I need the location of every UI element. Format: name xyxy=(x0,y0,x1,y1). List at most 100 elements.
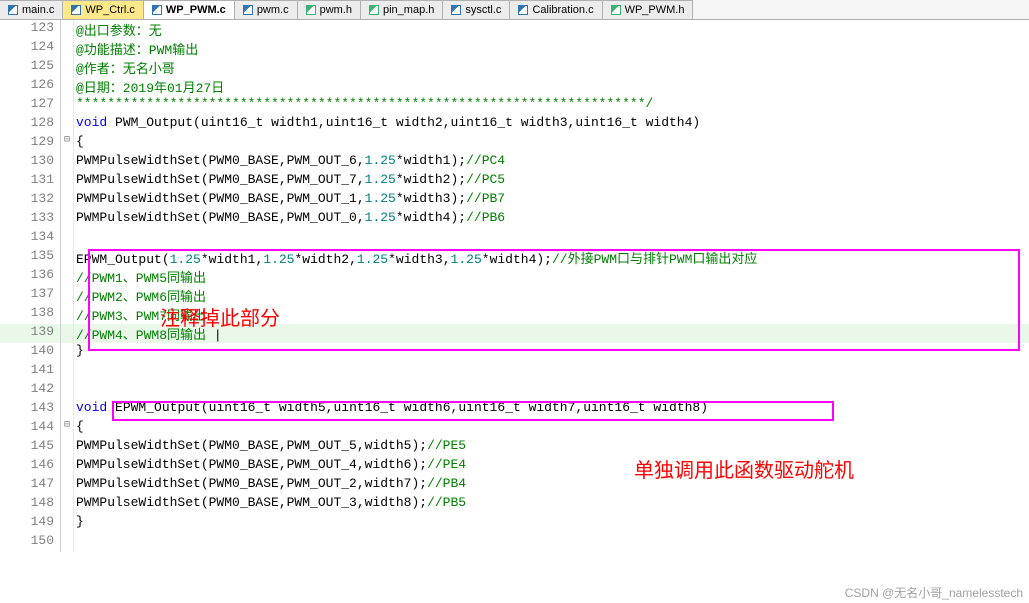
code-text[interactable]: PWMPulseWidthSet(PWM0_BASE,PWM_OUT_4,wid… xyxy=(74,457,1029,476)
file-c-icon xyxy=(71,5,81,15)
fold-marker xyxy=(60,115,74,134)
tab-sysctl-c[interactable]: sysctl.c xyxy=(443,0,510,19)
fold-marker xyxy=(60,229,74,248)
code-row[interactable]: 129⊟{ xyxy=(0,134,1029,153)
code-row[interactable]: 135 EPWM_Output(1.25*width1,1.25*width2,… xyxy=(0,248,1029,267)
code-row[interactable]: 142 xyxy=(0,381,1029,400)
code-text[interactable]: @日期：2019年01月27日 xyxy=(74,77,1029,96)
file-c-icon xyxy=(451,5,461,15)
file-h-icon xyxy=(369,5,379,15)
code-row[interactable]: 126 @日期：2019年01月27日 xyxy=(0,77,1029,96)
fold-marker xyxy=(60,96,74,115)
fold-marker xyxy=(60,248,74,267)
code-text[interactable]: //PWM1、PWM5同输出 xyxy=(74,267,1029,286)
code-text[interactable]: @功能描述：PWM输出 xyxy=(74,39,1029,58)
code-text[interactable]: PWMPulseWidthSet(PWM0_BASE,PWM_OUT_5,wid… xyxy=(74,438,1029,457)
code-row[interactable]: 150 xyxy=(0,533,1029,552)
fold-marker xyxy=(60,305,74,324)
code-text[interactable] xyxy=(74,362,1029,381)
line-number: 142 xyxy=(0,381,60,400)
code-row[interactable]: 148 PWMPulseWidthSet(PWM0_BASE,PWM_OUT_3… xyxy=(0,495,1029,514)
code-text[interactable]: PWMPulseWidthSet(PWM0_BASE,PWM_OUT_6,1.2… xyxy=(74,153,1029,172)
code-row[interactable]: 123 @出口参数：无 xyxy=(0,20,1029,39)
fold-marker xyxy=(60,77,74,96)
fold-marker xyxy=(60,495,74,514)
fold-marker xyxy=(60,172,74,191)
code-row[interactable]: 130 PWMPulseWidthSet(PWM0_BASE,PWM_OUT_6… xyxy=(0,153,1029,172)
fold-marker[interactable]: ⊟ xyxy=(60,134,74,153)
code-row[interactable]: 132 PWMPulseWidthSet(PWM0_BASE,PWM_OUT_1… xyxy=(0,191,1029,210)
code-text[interactable]: @作者：无名小哥 xyxy=(74,58,1029,77)
code-text[interactable] xyxy=(74,229,1029,248)
code-row[interactable]: 144⊟{ xyxy=(0,419,1029,438)
code-text[interactable]: PWMPulseWidthSet(PWM0_BASE,PWM_OUT_7,1.2… xyxy=(74,172,1029,191)
line-number: 128 xyxy=(0,115,60,134)
code-text[interactable]: { xyxy=(74,419,1029,438)
code-row[interactable]: 149} xyxy=(0,514,1029,533)
code-row[interactable]: 147 PWMPulseWidthSet(PWM0_BASE,PWM_OUT_2… xyxy=(0,476,1029,495)
code-row[interactable]: 128 void PWM_Output(uint16_t width1,uint1… xyxy=(0,115,1029,134)
code-row[interactable]: 146 PWMPulseWidthSet(PWM0_BASE,PWM_OUT_4… xyxy=(0,457,1029,476)
fold-marker xyxy=(60,438,74,457)
code-row[interactable]: 139 //PWM4、PWM8同输出 | xyxy=(0,324,1029,343)
code-text[interactable] xyxy=(74,533,1029,552)
tab-Calibration-c[interactable]: Calibration.c xyxy=(510,0,602,19)
fold-marker xyxy=(60,343,74,362)
code-row[interactable]: 127 *************************************… xyxy=(0,96,1029,115)
code-row[interactable]: 124 @功能描述：PWM输出 xyxy=(0,39,1029,58)
code-text[interactable]: } xyxy=(74,343,1029,362)
code-row[interactable]: 138 //PWM3、PWM7同输出 xyxy=(0,305,1029,324)
tab-label: pwm.h xyxy=(320,4,352,16)
tab-pwm-c[interactable]: pwm.c xyxy=(235,0,298,19)
code-text[interactable]: PWMPulseWidthSet(PWM0_BASE,PWM_OUT_0,1.2… xyxy=(74,210,1029,229)
line-number: 141 xyxy=(0,362,60,381)
code-row[interactable]: 133 PWMPulseWidthSet(PWM0_BASE,PWM_OUT_0… xyxy=(0,210,1029,229)
tabbar: main.cWP_Ctrl.cWP_PWM.cpwm.c pwm.h pin_map… xyxy=(0,0,1029,20)
fold-marker xyxy=(60,476,74,495)
tab-main-c[interactable]: main.c xyxy=(0,0,63,19)
code-text[interactable]: ****************************************… xyxy=(74,96,1029,115)
code-row[interactable]: 140} xyxy=(0,343,1029,362)
code-text[interactable]: @出口参数：无 xyxy=(74,20,1029,39)
code-text[interactable] xyxy=(74,381,1029,400)
code-row[interactable]: 125 @作者：无名小哥 xyxy=(0,58,1029,77)
file-c-icon xyxy=(518,5,528,15)
line-number: 135 xyxy=(0,248,60,267)
fold-marker xyxy=(60,210,74,229)
code-text[interactable]: EPWM_Output(1.25*width1,1.25*width2,1.25… xyxy=(74,248,1029,267)
file-c-icon xyxy=(243,5,253,15)
tab-pwm-h[interactable]: pwm.h xyxy=(298,0,361,19)
code-text[interactable]: void EPWM_Output(uint16_t width5,uint16_… xyxy=(74,400,1029,419)
code-row[interactable]: 141 xyxy=(0,362,1029,381)
tab-pin_map-h[interactable]: pin_map.h xyxy=(361,0,443,19)
tab-label: Calibration.c xyxy=(532,4,593,16)
code-row[interactable]: 131 PWMPulseWidthSet(PWM0_BASE,PWM_OUT_7… xyxy=(0,172,1029,191)
fold-marker xyxy=(60,381,74,400)
line-number: 129 xyxy=(0,134,60,153)
fold-marker xyxy=(60,286,74,305)
tab-WP_PWM-c[interactable]: WP_PWM.c xyxy=(144,0,235,19)
code-text[interactable]: { xyxy=(74,134,1029,153)
line-number: 132 xyxy=(0,191,60,210)
code-text[interactable]: void PWM_Output(uint16_t width1,uint16_t… xyxy=(74,115,1029,134)
line-number: 139 xyxy=(0,324,60,343)
code-row[interactable]: 136 //PWM1、PWM5同输出 xyxy=(0,267,1029,286)
fold-marker xyxy=(60,58,74,77)
code-text[interactable]: PWMPulseWidthSet(PWM0_BASE,PWM_OUT_3,wid… xyxy=(74,495,1029,514)
code-text[interactable]: } xyxy=(74,514,1029,533)
code-row[interactable]: 137 //PWM2、PWM6同输出 xyxy=(0,286,1029,305)
fold-marker xyxy=(60,153,74,172)
file-c-icon xyxy=(8,5,18,15)
line-number: 126 xyxy=(0,77,60,96)
code-row[interactable]: 134 xyxy=(0,229,1029,248)
tab-WP_PWM-h[interactable]: WP_PWM.h xyxy=(603,0,694,19)
line-number: 127 xyxy=(0,96,60,115)
code-text[interactable]: PWMPulseWidthSet(PWM0_BASE,PWM_OUT_1,1.2… xyxy=(74,191,1029,210)
tab-WP_Ctrl-c[interactable]: WP_Ctrl.c xyxy=(63,0,144,19)
code-row[interactable]: 145 PWMPulseWidthSet(PWM0_BASE,PWM_OUT_5… xyxy=(0,438,1029,457)
fold-marker[interactable]: ⊟ xyxy=(60,419,74,438)
annotation-text: 单独调用此函数驱动舵机 xyxy=(634,454,854,483)
line-number: 145 xyxy=(0,438,60,457)
code-row[interactable]: 143void EPWM_Output(uint16_t width5,uint… xyxy=(0,400,1029,419)
code-text[interactable]: PWMPulseWidthSet(PWM0_BASE,PWM_OUT_2,wid… xyxy=(74,476,1029,495)
